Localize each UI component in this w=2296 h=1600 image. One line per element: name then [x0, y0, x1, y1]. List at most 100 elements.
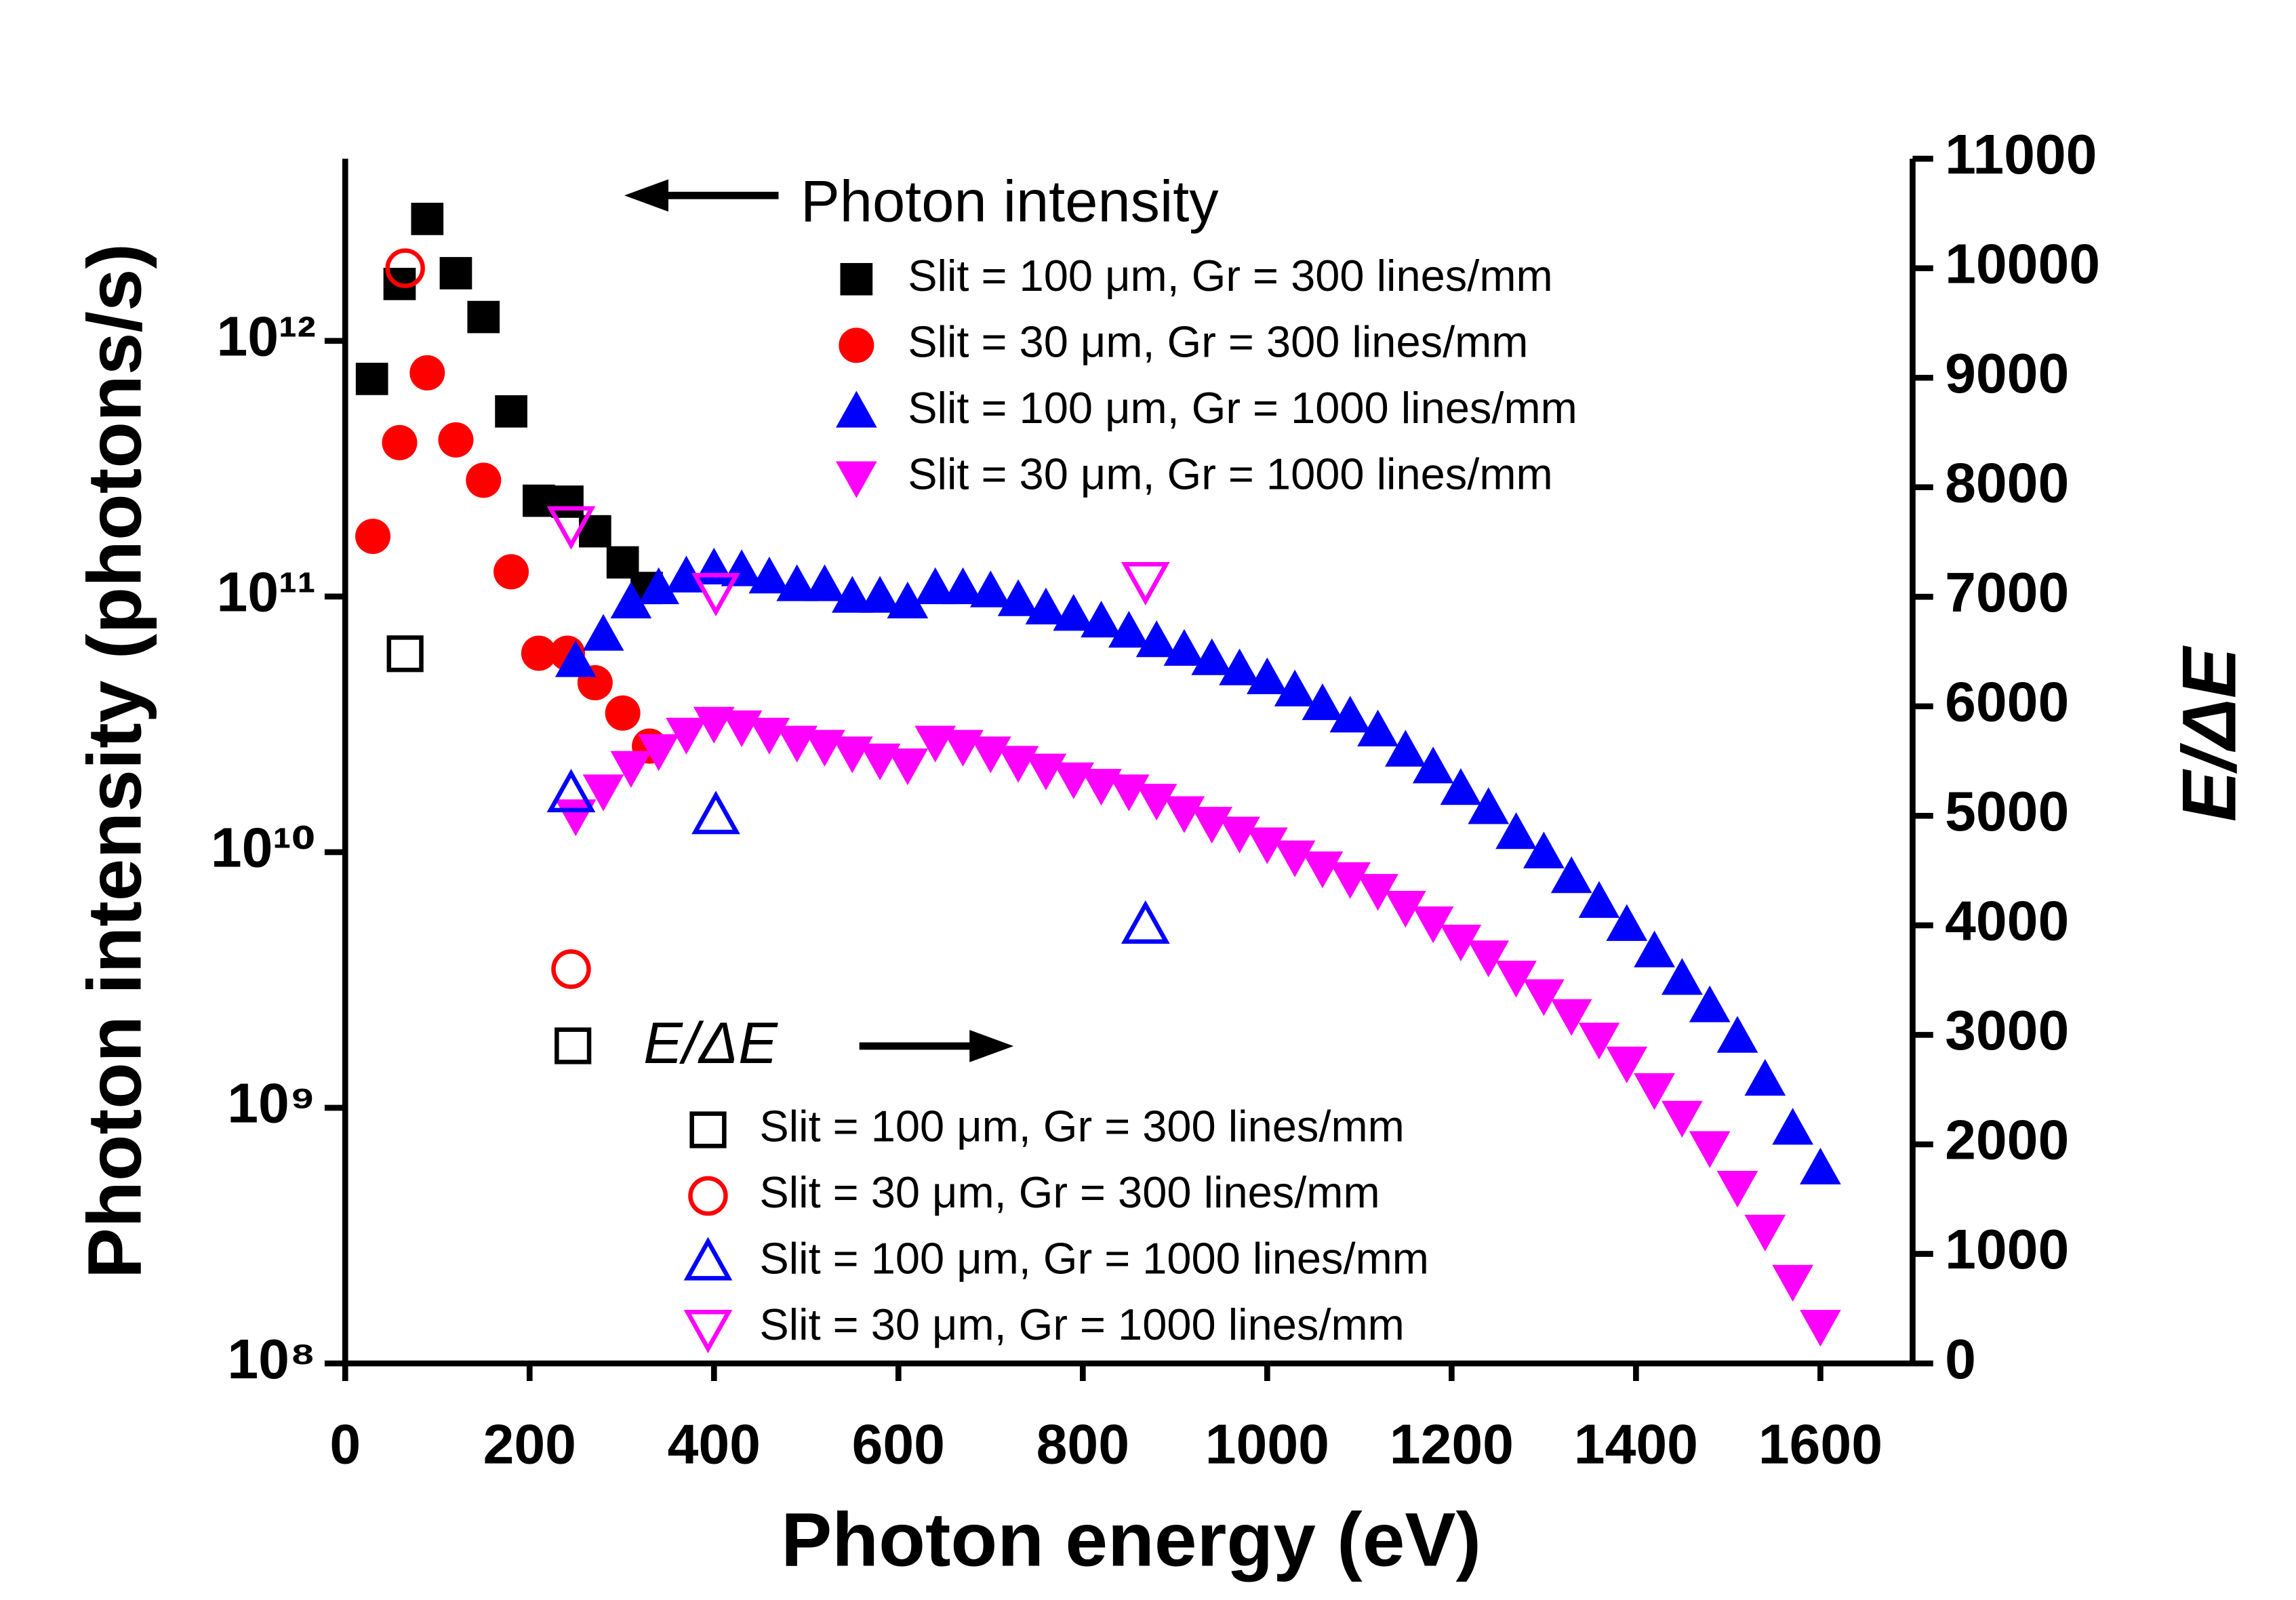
legend-marker	[836, 461, 877, 498]
marker	[385, 248, 425, 288]
marker	[1689, 1131, 1731, 1168]
marker	[551, 949, 591, 989]
x-tick-label: 1400	[1574, 1413, 1698, 1475]
marker	[1550, 856, 1592, 894]
marker	[1495, 812, 1537, 849]
x-tick-label: 400	[668, 1413, 761, 1475]
marker	[1219, 816, 1260, 854]
y2-tick-label: 4000	[1945, 890, 2069, 953]
marker	[1025, 587, 1067, 624]
legend-label: Slit = 30 μm, Gr = 300 lines/mm	[908, 317, 1528, 366]
marker	[555, 1027, 592, 1064]
marker	[1357, 874, 1398, 911]
marker	[555, 640, 597, 677]
y2-tick-label: 9000	[1945, 342, 2069, 405]
y2-tick-label: 11000	[1945, 123, 2097, 186]
y2-tick-label: 0	[1945, 1328, 1976, 1391]
marker	[521, 635, 557, 671]
marker	[1634, 1073, 1675, 1111]
marker	[467, 300, 500, 334]
marker	[495, 395, 527, 428]
marker	[546, 506, 596, 550]
marker	[1191, 807, 1233, 844]
legend-marker	[836, 391, 877, 428]
marker	[605, 695, 641, 731]
marker	[1495, 961, 1537, 998]
marker	[1606, 904, 1648, 941]
marker	[1357, 709, 1398, 746]
legend-marker	[840, 262, 873, 296]
legend-marker	[689, 1111, 727, 1148]
marker	[1772, 1108, 1813, 1145]
marker	[1247, 827, 1288, 864]
y2-tick-label: 2000	[1945, 1109, 2069, 1172]
x-tick-label: 600	[852, 1413, 945, 1475]
marker	[804, 564, 845, 601]
marker	[411, 203, 444, 235]
legend-marker	[688, 1176, 728, 1216]
marker	[1219, 648, 1260, 685]
marker	[831, 576, 873, 613]
y-tick-label: 10⁹	[227, 1073, 316, 1135]
marker	[1163, 628, 1205, 666]
marker	[1385, 891, 1426, 928]
legend-label: Slit = 100 μm, Gr = 1000 lines/mm	[908, 383, 1577, 433]
marker	[1523, 831, 1565, 868]
legend-label: Slit = 30 μm, Gr = 300 lines/mm	[759, 1167, 1379, 1217]
marker	[691, 791, 740, 835]
marker	[582, 774, 624, 812]
marker	[1772, 1264, 1813, 1302]
marker	[1689, 985, 1731, 1022]
marker	[1121, 900, 1170, 944]
marker	[355, 363, 388, 395]
marker	[610, 581, 652, 619]
marker	[969, 736, 1011, 774]
marker	[1468, 940, 1510, 978]
marker	[1135, 620, 1177, 658]
marker	[1716, 1016, 1758, 1053]
marker	[582, 614, 624, 651]
marker	[1468, 787, 1510, 824]
marker	[1135, 784, 1177, 821]
marker	[355, 519, 391, 555]
legend-label: Slit = 100 μm, Gr = 300 lines/mm	[759, 1102, 1404, 1151]
marker	[1274, 669, 1316, 706]
marker	[691, 573, 740, 617]
y2-tick-label: 1000	[1945, 1218, 2069, 1281]
marker	[546, 769, 596, 813]
marker	[386, 635, 424, 673]
marker	[1247, 657, 1288, 694]
y2-tick-label: 6000	[1945, 671, 2069, 734]
marker	[997, 579, 1039, 616]
y2-axis-title: E/ΔE	[2167, 645, 2252, 822]
marker	[1412, 746, 1454, 784]
x-tick-label: 0	[329, 1413, 361, 1475]
x-axis-title: Photon energy (eV)	[781, 1497, 1481, 1582]
y-tick-label: 10¹¹	[216, 561, 315, 624]
marker	[1329, 696, 1371, 733]
marker	[1302, 851, 1344, 889]
marker	[1716, 1170, 1758, 1208]
marker	[409, 355, 445, 391]
marker	[551, 485, 584, 518]
marker	[638, 567, 680, 605]
marker	[887, 581, 929, 619]
marker	[1108, 774, 1150, 812]
marker	[1108, 611, 1150, 648]
y-axis-title: Photon intensity (photons/s)	[71, 243, 157, 1279]
legend-label: Slit = 30 μm, Gr = 1000 lines/mm	[759, 1300, 1404, 1349]
marker	[1578, 881, 1620, 918]
marker	[1523, 979, 1565, 1016]
marker	[439, 257, 472, 289]
marker	[1606, 1046, 1648, 1083]
marker	[887, 748, 929, 786]
marker	[638, 734, 680, 772]
marker	[1329, 862, 1371, 899]
marker	[1550, 999, 1592, 1036]
legend-label: Slit = 100 μm, Gr = 300 lines/mm	[908, 251, 1552, 300]
legend-marker	[683, 1237, 733, 1281]
y2-tick-label: 7000	[1945, 561, 2069, 624]
x-tick-label: 800	[1036, 1413, 1129, 1475]
x-tick-label: 1000	[1205, 1413, 1329, 1475]
